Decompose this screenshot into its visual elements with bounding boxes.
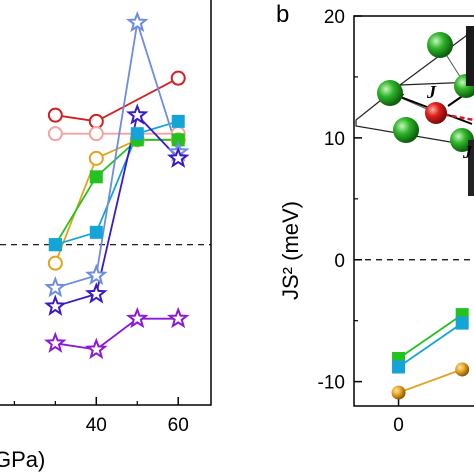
panel-a-series-0-line: [55, 77, 179, 123]
panel-a-series-6-marker: [166, 146, 190, 168]
panel-a-series-7-marker: [166, 306, 190, 329]
panel-a-x-tick-label: 60: [168, 415, 189, 436]
panel-a-series-4-marker: [48, 238, 62, 252]
panel-a-axes-frame: [0, 0, 212, 406]
panel-b-series-group: [391, 308, 470, 400]
panel-a-series-2-marker: [88, 150, 104, 166]
inset-dark-edge: [468, 140, 474, 196]
panel-b-tick-marks: -10 0 10 20 0: [318, 7, 404, 436]
panel-a-series-6-line: [55, 113, 179, 308]
panel-a-series-0-marker: [47, 107, 63, 123]
panel-b-series-1-marker: [455, 316, 469, 330]
panel-a-series-5-line: [55, 22, 180, 289]
panel-a-series-6-marker: [44, 294, 67, 316]
panel-a-series-7-marker: [85, 337, 108, 360]
panel-b-y-tick-label: 20: [324, 7, 345, 28]
red-atom: [425, 102, 447, 124]
panel-a-series-6-marker: [85, 282, 108, 304]
panel-a-series-4-marker: [89, 225, 103, 239]
panel-a-series-0-marker: [88, 113, 104, 129]
panel-a-series-2-marker: [47, 255, 63, 271]
panel-a-series-3-marker: [89, 170, 103, 184]
panel-a-series-0-marker: [170, 70, 186, 86]
panel-b-letter: b: [276, 1, 289, 28]
panel-b-y-axis-label: JS² (meV): [278, 201, 303, 300]
panel-a-series-5-marker: [125, 10, 149, 33]
panel-b-plot: b -10 0 10 20 0 JS² (meV) J J: [276, 1, 474, 436]
panel-a-x-tick-label: 40: [86, 415, 107, 436]
panel-a-series-5-marker: [44, 275, 67, 298]
panel-a-series-4-line: [55, 120, 179, 246]
panel-a-series-6-marker: [125, 103, 149, 125]
inset-red-dashed-bond: [435, 111, 474, 122]
panel-a-series-4-marker: [130, 127, 144, 141]
green-atom: [427, 32, 453, 58]
panel-a-series-7-marker: [125, 306, 149, 329]
panel-a-series-1-marker: [47, 126, 63, 142]
panel-a-tick-marks: 40 60: [13, 397, 189, 436]
panel-b-series-1-line: [397, 322, 463, 368]
panel-b-series-2-marker: [455, 362, 470, 377]
panel-a-x-axis-label: GPa): [0, 447, 45, 472]
inset-dark-edge: [466, 26, 474, 86]
panel-b-series-0-line: [397, 313, 463, 360]
panel-a-series-7-marker: [44, 331, 67, 353]
panel-b-series-2-line: [398, 368, 463, 394]
panel-a-series-5-marker: [85, 263, 108, 286]
panel-a-series-4-marker: [171, 114, 185, 128]
green-atom: [377, 80, 403, 106]
panel-b-series-2-marker: [391, 385, 406, 400]
panel-b-x-tick-label: 0: [393, 415, 404, 436]
panel-b-series-1-marker: [392, 360, 406, 374]
panel-b-axes-frame: [353, 15, 474, 407]
panel-b-y-tick-label: 0: [334, 251, 345, 272]
panel-b-y-tick-label: -10: [318, 373, 345, 394]
panel-a-series-3-line: [54, 138, 179, 246]
panel-a-series-group: [44, 10, 190, 360]
panel-b-y-tick-label: 10: [324, 129, 345, 150]
panel-a-series-1-marker: [88, 126, 104, 142]
panel-a-plot: 40 60 GPa): [0, 0, 212, 472]
crystal-structure-inset: J J: [355, 26, 474, 196]
panel-a-series-3-marker: [171, 133, 185, 147]
inset-label-j1: J: [426, 82, 437, 102]
inset-label-j2: J: [462, 142, 473, 162]
green-atom: [393, 117, 419, 143]
panel-a-series-7-line: [55, 317, 179, 351]
